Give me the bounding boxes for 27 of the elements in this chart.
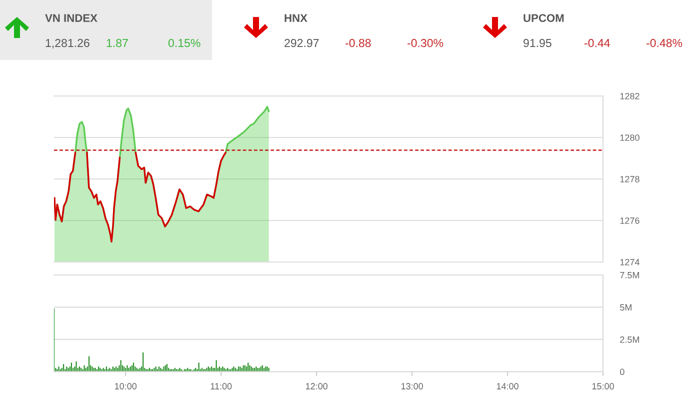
- y-tick-label: 0: [620, 368, 624, 376]
- data-label: -0.48%: [646, 38, 682, 48]
- y-tick-label: 7.5M: [620, 272, 639, 278]
- y-tick-label: 2.5M: [620, 336, 639, 343]
- y-tick-label: 1282: [620, 92, 640, 100]
- y-tick-label: 1274: [620, 258, 640, 266]
- text: UPCOM: [524, 14, 564, 22]
- data-label: 292.97: [284, 38, 319, 48]
- x-tick-label: 11:00: [210, 383, 232, 390]
- x-tick-label: 12:00: [306, 383, 328, 390]
- text: HNX: [284, 14, 308, 22]
- data-label: -0.44: [584, 38, 610, 48]
- x-tick-label: 14:00: [496, 383, 518, 390]
- y-tick-label: 1276: [620, 217, 640, 224]
- text: VN INDEX: [45, 14, 98, 22]
- x-tick-label: 13:00: [401, 383, 423, 390]
- y-tick-label: 1278: [620, 176, 640, 182]
- data-label: 1.87: [106, 38, 128, 48]
- data-label: 1,281.26: [46, 38, 90, 48]
- data-label: -0.88: [346, 38, 371, 48]
- data-label: 0.15%: [168, 38, 200, 48]
- y-tick-label: 5M: [620, 304, 632, 311]
- data-label: -0.30%: [408, 38, 444, 48]
- data-label: 91.95: [524, 38, 552, 48]
- x-tick-label: 15:00: [592, 383, 614, 390]
- y-tick-label: 1280: [620, 134, 640, 141]
- x-tick-label: 10:00: [115, 383, 137, 390]
